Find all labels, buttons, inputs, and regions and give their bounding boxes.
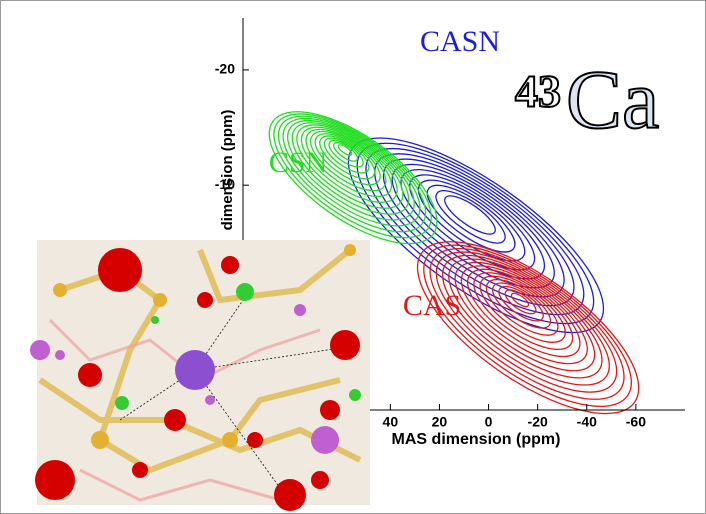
contour: [296, 124, 404, 209]
contour: [510, 292, 530, 308]
contour: [305, 128, 393, 198]
contour: [423, 244, 632, 408]
contour: [485, 278, 559, 336]
contour: [417, 179, 526, 262]
contour: [498, 285, 544, 322]
contour: [282, 117, 421, 227]
x-axis-label: MAS dimension (ppm): [392, 431, 561, 448]
contour: [319, 135, 376, 180]
contour: [435, 251, 618, 393]
contour: [492, 282, 552, 329]
contour: [441, 254, 610, 386]
x-tick-label: 40: [383, 414, 399, 430]
contour: [328, 139, 364, 168]
contour: [435, 190, 506, 244]
contour: [310, 130, 387, 192]
contour: [426, 184, 516, 253]
contour: [273, 113, 432, 239]
series-label: CASN: [420, 25, 500, 58]
y-axis-label: dimension (ppm): [219, 110, 236, 231]
contour: [300, 126, 398, 203]
contour: [277, 115, 427, 233]
contour: [429, 248, 625, 400]
contour: [337, 144, 353, 156]
plot: 40 20 0 -20 -40 -60 -20 -10 MAS dimension (ppm) d…: [215, 18, 685, 448]
contour: [323, 137, 370, 174]
contour: [332, 141, 359, 162]
y-tick-label: -20: [215, 61, 235, 77]
x-tick-label: 20: [432, 414, 448, 430]
contour: [314, 133, 381, 186]
series-label: CAS: [403, 289, 461, 322]
contour: [416, 241, 640, 415]
x-tick-label: -20: [528, 414, 548, 430]
contour: [473, 272, 574, 351]
contour: [444, 195, 496, 235]
x-tick-label: -40: [577, 414, 597, 430]
contour: [448, 258, 603, 379]
label-element: Ca: [566, 53, 659, 146]
contour: [268, 111, 438, 245]
contour: [479, 275, 566, 343]
series-label: CSN: [269, 146, 327, 179]
contour: [466, 268, 581, 358]
molecule-image: [30, 240, 370, 511]
x-tick-label: -60: [626, 414, 646, 430]
contour: [287, 119, 415, 221]
label-superscript: 43: [515, 66, 561, 117]
y-tick-label: -10: [215, 176, 235, 192]
contour: [504, 289, 537, 315]
contour: [460, 265, 588, 365]
contour: [291, 122, 410, 215]
contour: [454, 261, 596, 372]
x-tick-label: 0: [485, 414, 493, 430]
